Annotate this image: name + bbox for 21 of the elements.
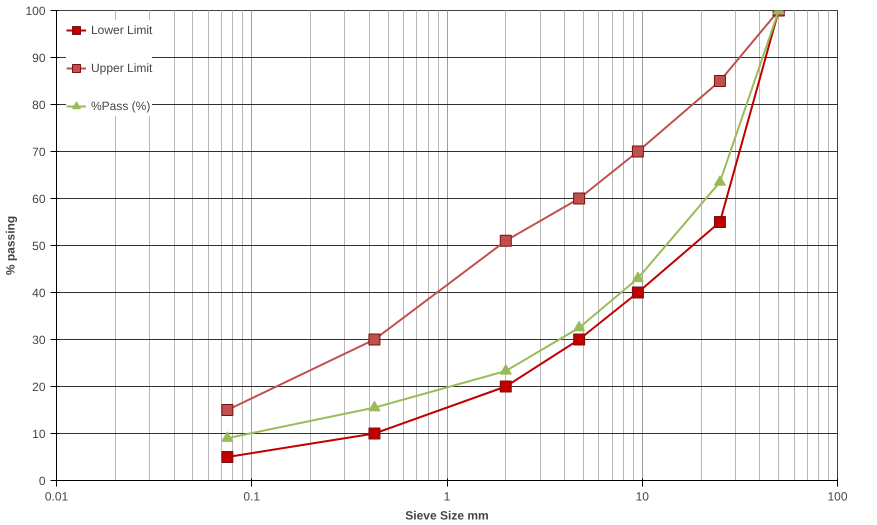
x-tick-label: 0.01 xyxy=(44,490,69,504)
y-tick-label: 50 xyxy=(32,239,46,253)
legend-label: Upper Limit xyxy=(91,61,152,75)
x-tick-label: 1 xyxy=(444,490,451,504)
y-axis-title: % passing xyxy=(3,216,18,276)
y-tick-label: 20 xyxy=(32,380,46,394)
legend-label: Lower Limit xyxy=(91,23,152,37)
y-tick-label: 10 xyxy=(32,427,46,441)
y-tick-label: 60 xyxy=(32,192,46,206)
y-tick-label: 30 xyxy=(32,333,46,347)
y-tick-label: 70 xyxy=(32,145,46,159)
y-tick-label: 0 xyxy=(38,474,46,488)
y-tick-label: 40 xyxy=(32,286,46,300)
x-tick-label: 0.1 xyxy=(243,490,260,504)
y-tick-label: 80 xyxy=(32,98,46,112)
y-tick-label: 100 xyxy=(25,4,46,18)
x-tick-label: 10 xyxy=(636,490,650,504)
y-tick-label: 90 xyxy=(32,51,46,65)
x-tick-label: 100 xyxy=(827,490,848,504)
x-axis-title: Sieve Size mm xyxy=(405,508,489,522)
legend-label: %Pass (%) xyxy=(91,99,150,113)
